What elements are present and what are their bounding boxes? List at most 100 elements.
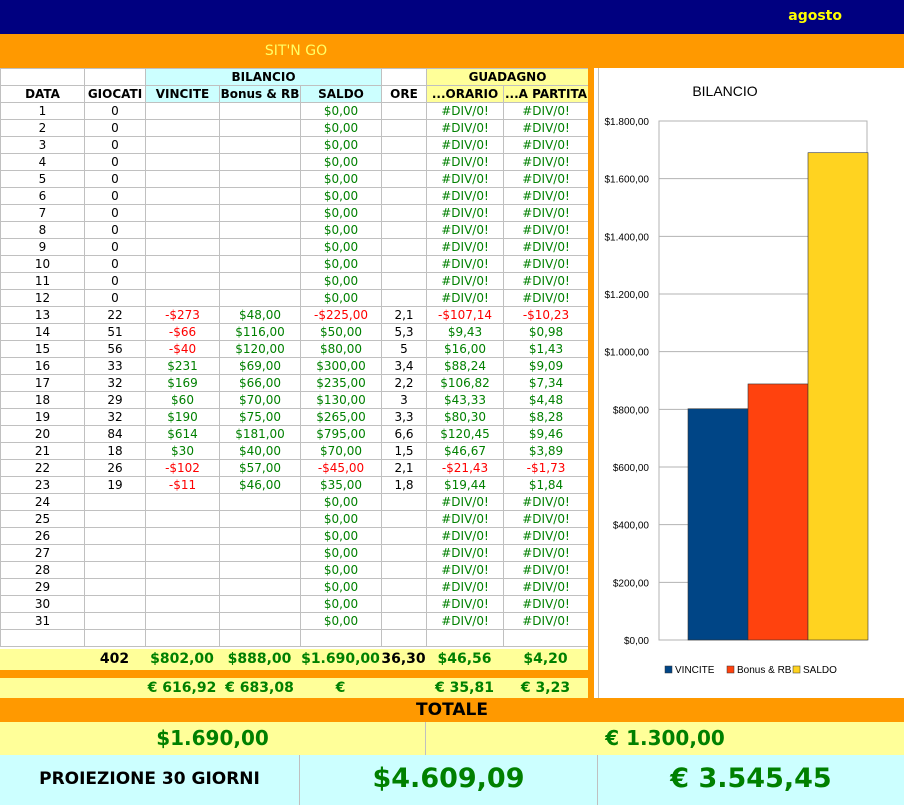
cell-partita[interactable]: -$10,23 [503,306,589,324]
cell-bonus[interactable]: $70,00 [219,391,301,409]
cell-data[interactable]: 15 [0,340,85,358]
cell-data[interactable]: 10 [0,255,85,273]
cell-ore[interactable] [381,527,427,545]
cell-ore[interactable] [381,595,427,613]
cell-saldo[interactable]: $70,00 [300,442,382,460]
cell-bonus[interactable] [219,544,301,562]
cell-partita[interactable]: #DIV/0! [503,136,589,154]
cell-saldo[interactable]: $0,00 [300,510,382,528]
cell-data[interactable]: 4 [0,153,85,171]
cell-vincite[interactable] [145,255,220,273]
cell-saldo[interactable]: $235,00 [300,374,382,392]
cell-empty[interactable] [145,629,220,647]
column-header-data[interactable]: DATA [0,85,85,103]
column-header-bonus[interactable]: Bonus & RB [219,85,301,103]
cell-giocati[interactable] [84,595,146,613]
cell-partita[interactable]: #DIV/0! [503,102,589,120]
cell-partita[interactable]: #DIV/0! [503,221,589,239]
cell-saldo[interactable]: $80,00 [300,340,382,358]
cell-vincite[interactable] [145,119,220,137]
cell-data[interactable]: 13 [0,306,85,324]
bar-0[interactable] [687,408,749,641]
cell-orario[interactable]: $19,44 [426,476,504,494]
cell-partita[interactable]: #DIV/0! [503,595,589,613]
cell-ore[interactable] [381,119,427,137]
cell-saldo[interactable]: $0,00 [300,102,382,120]
cell-data[interactable]: 12 [0,289,85,307]
cell-orario[interactable]: #DIV/0! [426,544,504,562]
cell-partita[interactable]: $4,48 [503,391,589,409]
cell-ore[interactable]: 5,3 [381,323,427,341]
cell-bonus[interactable]: $48,00 [219,306,301,324]
cell-giocati[interactable]: 0 [84,238,146,256]
cell-orario[interactable]: #DIV/0! [426,527,504,545]
cell-giocati[interactable] [84,510,146,528]
cell-orario[interactable]: $80,30 [426,408,504,426]
cell-vincite[interactable]: -$40 [145,340,220,358]
cell-saldo[interactable]: $0,00 [300,153,382,171]
column-header-partita[interactable]: ...A PARTITA [503,85,589,103]
cell-vincite[interactable] [145,136,220,154]
cell-saldo[interactable]: $130,00 [300,391,382,409]
cell-bonus[interactable] [219,119,301,137]
cell-ore[interactable]: 3,4 [381,357,427,375]
cell-partita[interactable]: $9,09 [503,357,589,375]
cell-partita[interactable]: #DIV/0! [503,255,589,273]
cell-empty[interactable] [300,629,382,647]
proiezione-usd[interactable]: $4.609,09 [300,755,598,805]
cell-vincite[interactable] [145,272,220,290]
cell-empty[interactable] [426,629,504,647]
cell-giocati[interactable]: 0 [84,221,146,239]
cell-giocati[interactable]: 0 [84,272,146,290]
cell-bonus[interactable] [219,187,301,205]
cell-partita[interactable]: #DIV/0! [503,187,589,205]
cell-saldo[interactable]: $0,00 [300,527,382,545]
cell-ore[interactable] [381,561,427,579]
cell-vincite[interactable] [145,221,220,239]
cell-data[interactable]: 25 [0,510,85,528]
cell-bonus[interactable] [219,612,301,630]
cell-vincite[interactable]: $231 [145,357,220,375]
cell-orario[interactable]: #DIV/0! [426,238,504,256]
cell-data[interactable]: 19 [0,408,85,426]
cell-ore[interactable]: 3 [381,391,427,409]
cell-vincite[interactable]: $169 [145,374,220,392]
cell-data[interactable]: 21 [0,442,85,460]
cell-ore[interactable] [381,238,427,256]
cell-vincite[interactable] [145,493,220,511]
cell-giocati[interactable]: 26 [84,459,146,477]
cell-saldo[interactable]: $0,00 [300,578,382,596]
cell-ore[interactable]: 6,6 [381,425,427,443]
cell-empty[interactable] [381,629,427,647]
cell-data[interactable]: 18 [0,391,85,409]
cell-bonus[interactable] [219,289,301,307]
cell-orario[interactable]: $46,67 [426,442,504,460]
cell-empty[interactable] [219,629,301,647]
cell-vincite[interactable] [145,289,220,307]
cell-giocati[interactable]: 22 [84,306,146,324]
cell-data[interactable]: 11 [0,272,85,290]
cell-vincite[interactable] [145,561,220,579]
cell-data[interactable]: 20 [0,425,85,443]
cell-orario[interactable]: #DIV/0! [426,255,504,273]
cell-ore[interactable] [381,153,427,171]
cell-orario[interactable]: $43,33 [426,391,504,409]
cell-bonus[interactable] [219,578,301,596]
cell-giocati[interactable]: 51 [84,323,146,341]
cell-giocati[interactable]: 0 [84,102,146,120]
cell-ore[interactable] [381,136,427,154]
bar-2[interactable] [807,152,869,641]
cell-vincite[interactable]: -$273 [145,306,220,324]
cell-giocati[interactable]: 19 [84,476,146,494]
cell-giocati[interactable] [84,493,146,511]
cell-orario[interactable]: $120,45 [426,425,504,443]
cell-bonus[interactable] [219,255,301,273]
cell-vincite[interactable]: -$66 [145,323,220,341]
cell-data[interactable]: 1 [0,102,85,120]
cell-ore[interactable] [381,102,427,120]
cell-giocati[interactable]: 32 [84,408,146,426]
total-vincite[interactable]: $802,00 [150,651,214,667]
cell-giocati[interactable] [84,612,146,630]
cell-bonus[interactable]: $120,00 [219,340,301,358]
cell-giocati[interactable]: 0 [84,119,146,137]
